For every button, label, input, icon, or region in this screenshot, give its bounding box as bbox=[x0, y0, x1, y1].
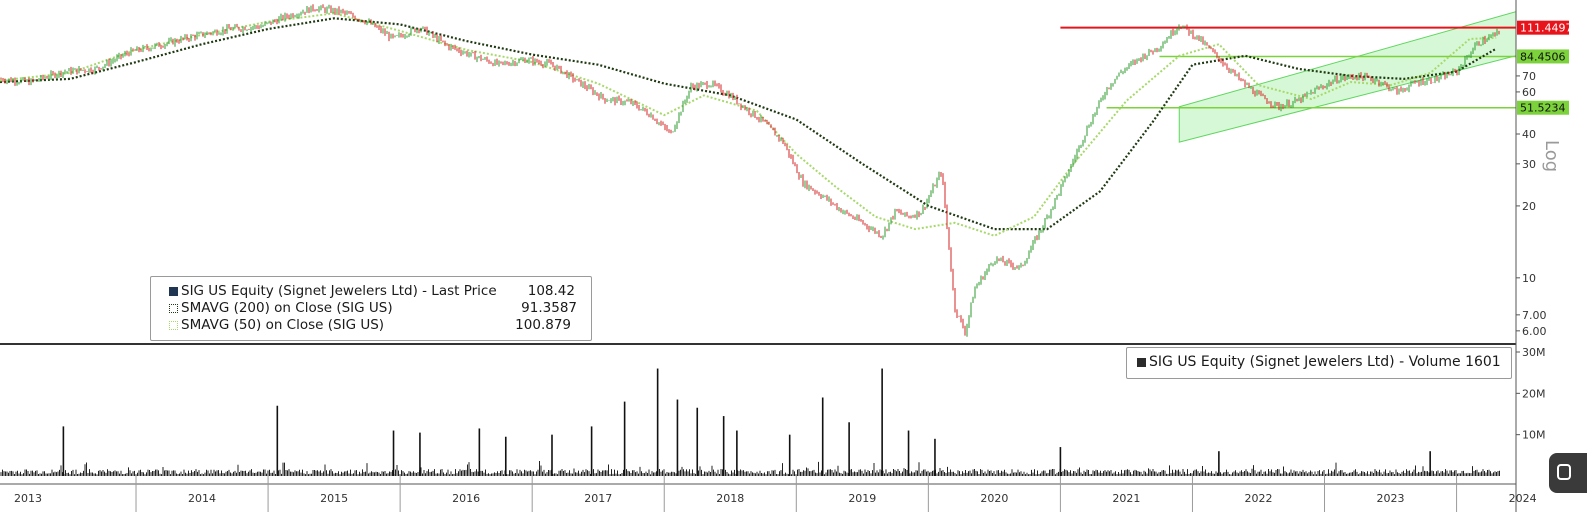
y-axis: 70 60 40 30 20 10 7.00 6.00 111.4497 84.4506 51.52… bbox=[1516, 20, 1573, 442]
legend-label: SIG US Equity (Signet Jewelers Ltd) - Vo… bbox=[1149, 354, 1501, 370]
x-tick-label: 2019 bbox=[848, 492, 876, 505]
support-label-bg bbox=[1517, 49, 1569, 64]
log-scale-label: Log bbox=[1541, 140, 1562, 172]
support-label: 84.4506 bbox=[1520, 50, 1566, 63]
legend-label: SIG US Equity (Signet Jewelers Ltd) - La… bbox=[181, 283, 497, 299]
x-tick-label: 2022 bbox=[1244, 492, 1272, 505]
legend-value: 91.3587 bbox=[521, 300, 577, 316]
legend-value: 100.879 bbox=[515, 317, 571, 333]
support-label-bg bbox=[1517, 100, 1569, 115]
x-tick-label: 2017 bbox=[584, 492, 612, 505]
y-tick-label: 70 bbox=[1522, 70, 1536, 83]
y-tick-label: 10 bbox=[1522, 272, 1536, 285]
y-tick-label: 60 bbox=[1522, 86, 1536, 99]
x-axis: 2013 2014 2015 2016 2017 2018 2019 2020 2021 2022… bbox=[14, 476, 1537, 512]
legend-value: 108.42 bbox=[527, 283, 575, 299]
x-tick-label: 2023 bbox=[1377, 492, 1405, 505]
price-panel bbox=[0, 4, 1517, 337]
volume-y-tick-label: 20M bbox=[1522, 387, 1546, 400]
legend-swatch-sma200 bbox=[169, 304, 178, 313]
y-tick-label: 40 bbox=[1522, 128, 1536, 141]
sma200-line bbox=[0, 17, 1497, 231]
legend-swatch-price bbox=[169, 287, 178, 296]
x-tick-label: 2021 bbox=[1112, 492, 1140, 505]
y-tick-label: 7.00 bbox=[1522, 309, 1547, 322]
panel-icon bbox=[1557, 464, 1571, 480]
x-tick-label: 2020 bbox=[980, 492, 1008, 505]
y-tick-label: 30 bbox=[1522, 158, 1536, 171]
volume-panel bbox=[0, 368, 1500, 476]
volume-y-tick-label: 30M bbox=[1522, 346, 1546, 359]
legend-sma50: SMAVG (50) on Close (SIG US) 100.879 bbox=[159, 317, 583, 334]
price-legend: SIG US Equity (Signet Jewelers Ltd) - La… bbox=[150, 276, 592, 341]
legend-label: SMAVG (200) on Close (SIG US) bbox=[181, 300, 393, 316]
legend-sma200: SMAVG (200) on Close (SIG US) 91.3587 bbox=[159, 300, 583, 317]
x-tick-label: 2018 bbox=[716, 492, 744, 505]
resistance-label: 111.4497 bbox=[1520, 22, 1573, 35]
x-tick-label: 2016 bbox=[452, 492, 480, 505]
volume-legend: SIG US Equity (Signet Jewelers Ltd) - Vo… bbox=[1126, 347, 1512, 379]
legend-swatch-sma50 bbox=[169, 321, 178, 330]
volume-y-tick-label: 10M bbox=[1522, 429, 1546, 442]
resistance-label-bg bbox=[1517, 20, 1569, 35]
trend-channel bbox=[1178, 11, 1517, 143]
sma50-line bbox=[0, 12, 1497, 237]
legend-last-price: SIG US Equity (Signet Jewelers Ltd) - La… bbox=[159, 283, 583, 300]
y-tick-label: 20 bbox=[1522, 200, 1536, 213]
expand-panel-button[interactable] bbox=[1549, 453, 1587, 493]
x-tick-label: 2015 bbox=[320, 492, 348, 505]
legend-swatch-volume bbox=[1137, 358, 1146, 367]
x-tick-label: 2013 bbox=[14, 492, 42, 505]
x-tick-label: 2024 bbox=[1509, 492, 1537, 505]
legend-label: SMAVG (50) on Close (SIG US) bbox=[181, 317, 385, 333]
x-tick-label: 2014 bbox=[188, 492, 216, 505]
support-label: 51.5234 bbox=[1520, 102, 1566, 115]
y-tick-label: 6.00 bbox=[1522, 325, 1547, 338]
